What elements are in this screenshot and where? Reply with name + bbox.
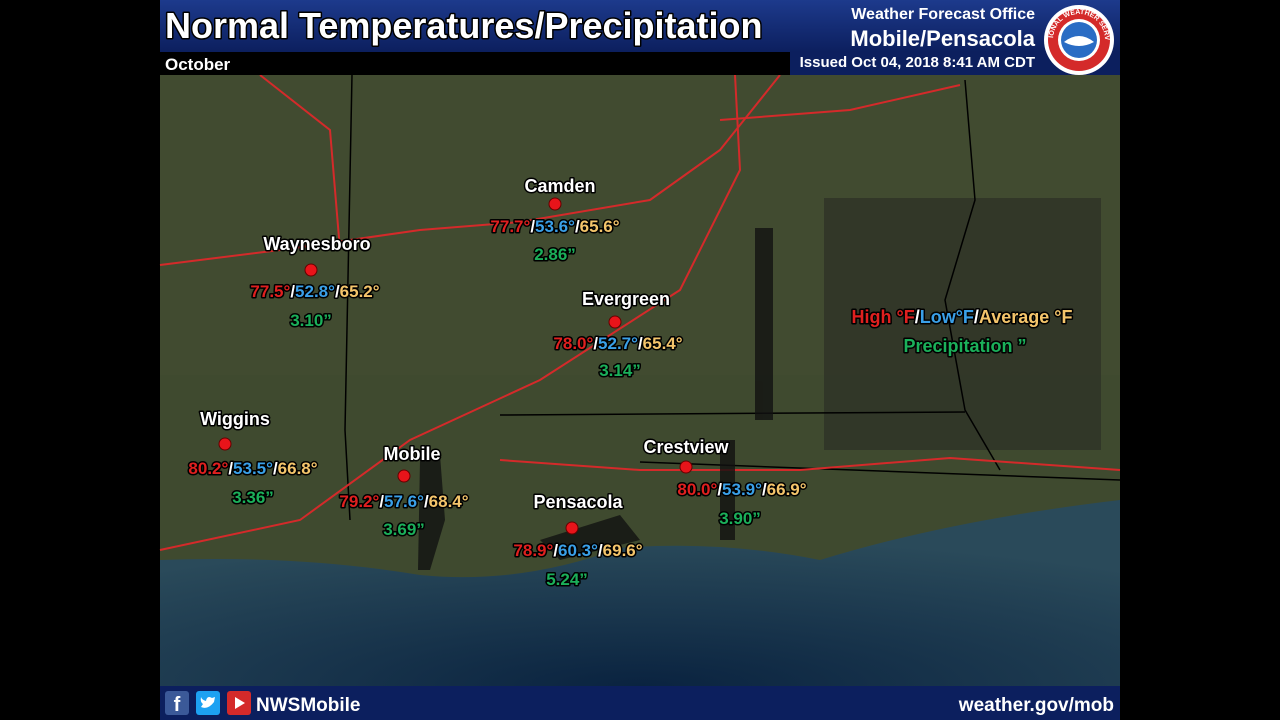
legend-low: Low°F xyxy=(920,307,974,327)
separator: / xyxy=(424,492,429,511)
station-precip: 3.14” xyxy=(599,361,641,380)
legend-high: High °F xyxy=(852,307,915,327)
separator: / xyxy=(553,541,558,560)
station-temps: 77.7°/53.6°/65.6° xyxy=(490,217,619,236)
separator: / xyxy=(530,217,535,236)
station-dot xyxy=(679,460,693,474)
highways xyxy=(159,74,1121,551)
station-average: 66.8° xyxy=(278,459,318,478)
separator: / xyxy=(335,282,340,301)
station-name: Pensacola xyxy=(533,492,623,512)
separator: / xyxy=(379,492,384,511)
station-temps: 78.9°/60.3°/69.6° xyxy=(513,541,642,560)
station-precip: 5.24” xyxy=(546,570,588,589)
station-temps: 80.2°/53.5°/66.8° xyxy=(188,459,317,478)
station-high: 78.9° xyxy=(513,541,553,560)
station-precip: 3.10” xyxy=(290,311,332,330)
station-dot xyxy=(304,263,318,277)
station-average: 66.9° xyxy=(767,480,807,499)
separator: / xyxy=(598,541,603,560)
station-high: 79.2° xyxy=(339,492,379,511)
station-name: Crestview xyxy=(643,437,729,457)
separator: / xyxy=(593,334,598,353)
separator: / xyxy=(575,217,580,236)
url[interactable]: weather.gov/mob xyxy=(958,695,1114,716)
separator: / xyxy=(762,480,767,499)
month: October xyxy=(165,55,231,74)
station-dot xyxy=(565,521,579,535)
gulf xyxy=(160,500,1120,686)
issued: Issued Oct 04, 2018 8:41 AM CDT xyxy=(800,54,1035,71)
separator: / xyxy=(228,459,233,478)
station-average: 65.6° xyxy=(580,217,620,236)
water-bodies xyxy=(418,228,773,570)
separator: / xyxy=(638,334,643,353)
station-low: 57.6° xyxy=(384,492,424,511)
month-band xyxy=(160,52,790,75)
station-high: 77.7° xyxy=(490,217,530,236)
station-high: 77.5° xyxy=(250,282,290,301)
footer-band xyxy=(160,686,1120,720)
separator: / xyxy=(974,307,979,327)
handle[interactable]: NWSMobile xyxy=(256,695,361,716)
separator: / xyxy=(273,459,278,478)
stations: Camden77.7°/53.6°/65.6°2.86”Waynesboro77… xyxy=(187,175,808,591)
station-temps: 78.0°/52.7°/65.4° xyxy=(553,334,682,353)
station-high: 80.0° xyxy=(677,480,717,499)
station-low: 53.9° xyxy=(722,480,762,499)
station-name: Mobile xyxy=(384,444,441,464)
station-dot xyxy=(397,469,411,483)
station-name: Evergreen xyxy=(582,289,670,309)
station-precip: 3.36” xyxy=(232,488,274,507)
station-low: 52.7° xyxy=(598,334,638,353)
station-low: 53.6° xyxy=(535,217,575,236)
youtube-play xyxy=(235,697,245,709)
station-average: 68.4° xyxy=(429,492,469,511)
legend-temps: High °F/Low°F/Average °F xyxy=(852,307,1073,327)
station-low: 52.8° xyxy=(295,282,335,301)
station-temps: 79.2°/57.6°/68.4° xyxy=(339,492,468,511)
facebook-icon[interactable] xyxy=(165,691,189,715)
station-temps: 80.0°/53.9°/66.9° xyxy=(677,480,806,499)
separator: / xyxy=(915,307,920,327)
station-precip: 3.69” xyxy=(383,520,425,539)
station-name: Camden xyxy=(524,176,595,196)
station-average: 65.2° xyxy=(340,282,380,301)
separator: / xyxy=(290,282,295,301)
separator: / xyxy=(717,480,722,499)
twitter-bird xyxy=(200,697,215,708)
station-precip: 2.86” xyxy=(534,245,576,264)
office-name: Mobile/Pensacola xyxy=(850,26,1035,51)
header-band xyxy=(160,0,1120,52)
station-name: Waynesboro xyxy=(263,234,370,254)
station-dot xyxy=(608,315,622,329)
station-dot xyxy=(548,197,562,211)
station-precip: 3.90” xyxy=(719,509,761,528)
title: Normal Temperatures/Precipitation xyxy=(165,5,763,46)
station-high: 80.2° xyxy=(188,459,228,478)
office-band xyxy=(790,52,1120,75)
office-line: Weather Forecast Office xyxy=(851,6,1035,23)
station-average: 65.4° xyxy=(643,334,683,353)
legend-average: Average °F xyxy=(979,307,1073,327)
station-dot xyxy=(218,437,232,451)
facebook-letter: f xyxy=(174,694,181,716)
legend-precip: Precipitation ” xyxy=(903,336,1026,356)
station-temps: 77.5°/52.8°/65.2° xyxy=(250,282,379,301)
station-high: 78.0° xyxy=(553,334,593,353)
station-low: 53.5° xyxy=(233,459,273,478)
station-low: 60.3° xyxy=(558,541,598,560)
station-average: 69.6° xyxy=(603,541,643,560)
station-name: Wiggins xyxy=(200,409,270,429)
